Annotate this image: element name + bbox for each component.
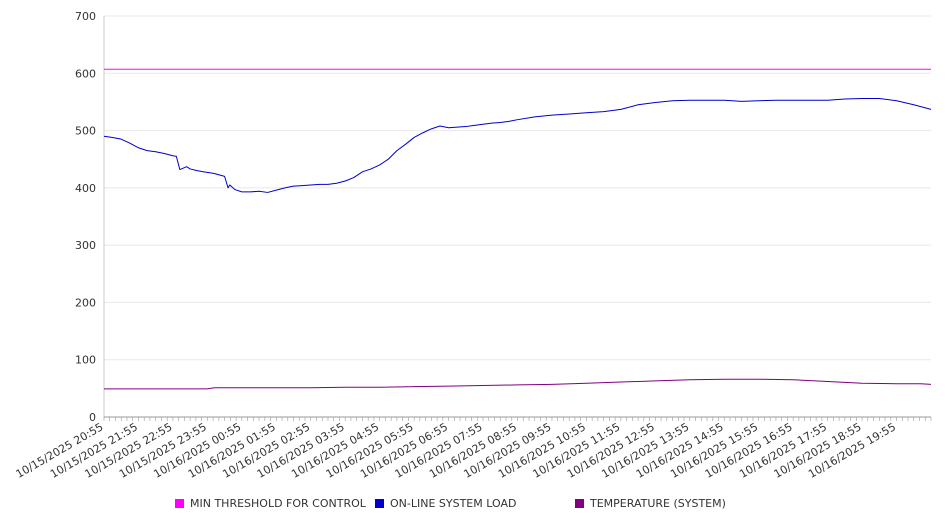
legend-item-min-threshold: MIN THRESHOLD FOR CONTROL — [175, 497, 366, 510]
legend-label-online-system-load: ON-LINE SYSTEM LOAD — [390, 497, 517, 510]
y-axis-tick-labels: 0 100 200 300 400 500 600 700 — [75, 10, 96, 424]
legend-swatch-min-threshold — [175, 499, 184, 508]
series-lines — [103, 68, 932, 390]
y-tick-label: 500 — [75, 125, 96, 138]
grid-lines — [104, 15, 931, 361]
y-tick-label: 400 — [75, 182, 96, 195]
legend-item-online-system-load: ON-LINE SYSTEM LOAD — [375, 497, 516, 510]
legend: MIN THRESHOLD FOR CONTROL ON-LINE SYSTEM… — [0, 497, 946, 515]
legend-swatch-temperature — [575, 499, 584, 508]
y-tick-label: 300 — [75, 239, 96, 252]
series-line-1 — [103, 97, 932, 193]
y-tick-label: 0 — [89, 411, 96, 424]
y-tick-label: 200 — [75, 296, 96, 309]
axes — [103, 16, 932, 421]
legend-swatch-online-system-load — [375, 499, 384, 508]
series-line-2 — [104, 378, 932, 390]
y-tick-label: 700 — [75, 10, 96, 23]
legend-label-temperature: TEMPERATURE (SYSTEM) — [590, 497, 726, 510]
legend-label-min-threshold: MIN THRESHOLD FOR CONTROL — [190, 497, 366, 510]
y-tick-label: 100 — [75, 354, 96, 367]
y-tick-label: 600 — [75, 67, 96, 80]
legend-item-temperature: TEMPERATURE (SYSTEM) — [575, 497, 726, 510]
